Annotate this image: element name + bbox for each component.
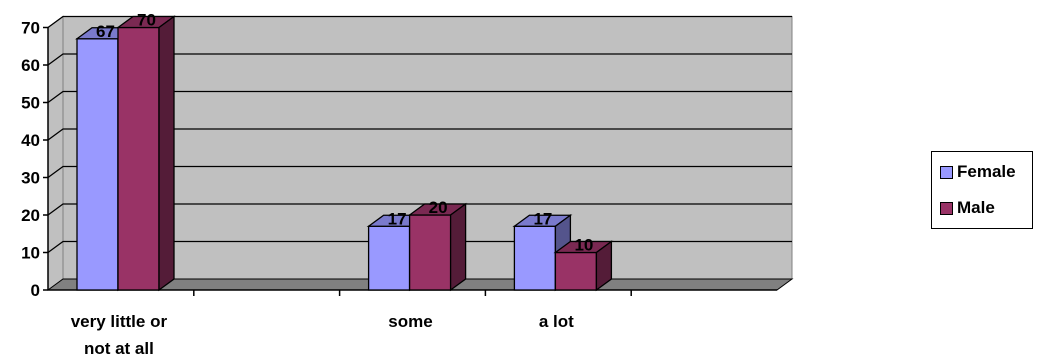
side-wall (47, 15, 64, 291)
y-tick-label-50: 50 (21, 94, 40, 113)
bar-male-2-front (408, 214, 452, 291)
x-label-2-line-0: some (388, 312, 432, 331)
bar-female-0-front (76, 38, 119, 291)
data-label-male-2: 20 (429, 198, 448, 217)
data-label-female-0: 67 (96, 22, 115, 41)
x-label-3-line-0: a lot (539, 312, 574, 331)
y-tick-label-10: 10 (21, 244, 40, 263)
gridline-70 (47, 15, 792, 29)
y-tick-label-60: 60 (21, 56, 40, 75)
legend-item-female: Female (940, 162, 1016, 182)
bar-female-2-front (367, 225, 411, 291)
y-axis-ticks: 0 10 20 30 40 50 60 70 (21, 19, 48, 300)
data-label-male-0: 70 (137, 11, 156, 30)
gridline-60 (47, 53, 792, 66)
y-tick-label-0: 0 (31, 281, 40, 300)
data-labels: 67 70 17 20 17 10 (96, 11, 593, 255)
legend-item-male: Male (940, 198, 995, 218)
y-tick-label-40: 40 (21, 131, 40, 150)
data-label-male-3: 10 (574, 236, 593, 255)
legend-label-female: Female (957, 162, 1016, 181)
bars (75, 15, 614, 292)
legend: Female Male (931, 151, 1033, 229)
bar-male-0-side (158, 15, 175, 292)
y-tick-label-30: 30 (21, 169, 40, 188)
x-label-0: very little or not at all (71, 312, 168, 358)
gridline-30 (47, 165, 792, 179)
bar-male-2-side (449, 202, 467, 292)
bar-female-3-front (513, 225, 557, 291)
gridline-50 (47, 90, 792, 104)
gridline-40 (47, 128, 792, 141)
y-tick-label-20: 20 (21, 206, 40, 225)
x-label-2: some (388, 312, 432, 331)
gridline-20 (47, 203, 792, 216)
legend-swatch-female (940, 165, 953, 179)
x-label-3: a lot (539, 312, 574, 331)
y-tick-label-70: 70 (21, 19, 40, 38)
legend-swatch-male (940, 201, 953, 215)
bar-male-0-front (117, 26, 160, 291)
x-axis-labels: very little or not at all some a lot (71, 312, 574, 358)
bar-male-3-side (595, 240, 613, 292)
data-label-female-3: 17 (533, 209, 552, 228)
x-label-0-line-0: very little or (71, 312, 168, 331)
bar-male-3-front (554, 251, 598, 291)
x-label-0-line-1: not at all (84, 339, 154, 358)
data-label-female-2: 17 (388, 209, 407, 228)
legend-label-male: Male (957, 198, 995, 217)
